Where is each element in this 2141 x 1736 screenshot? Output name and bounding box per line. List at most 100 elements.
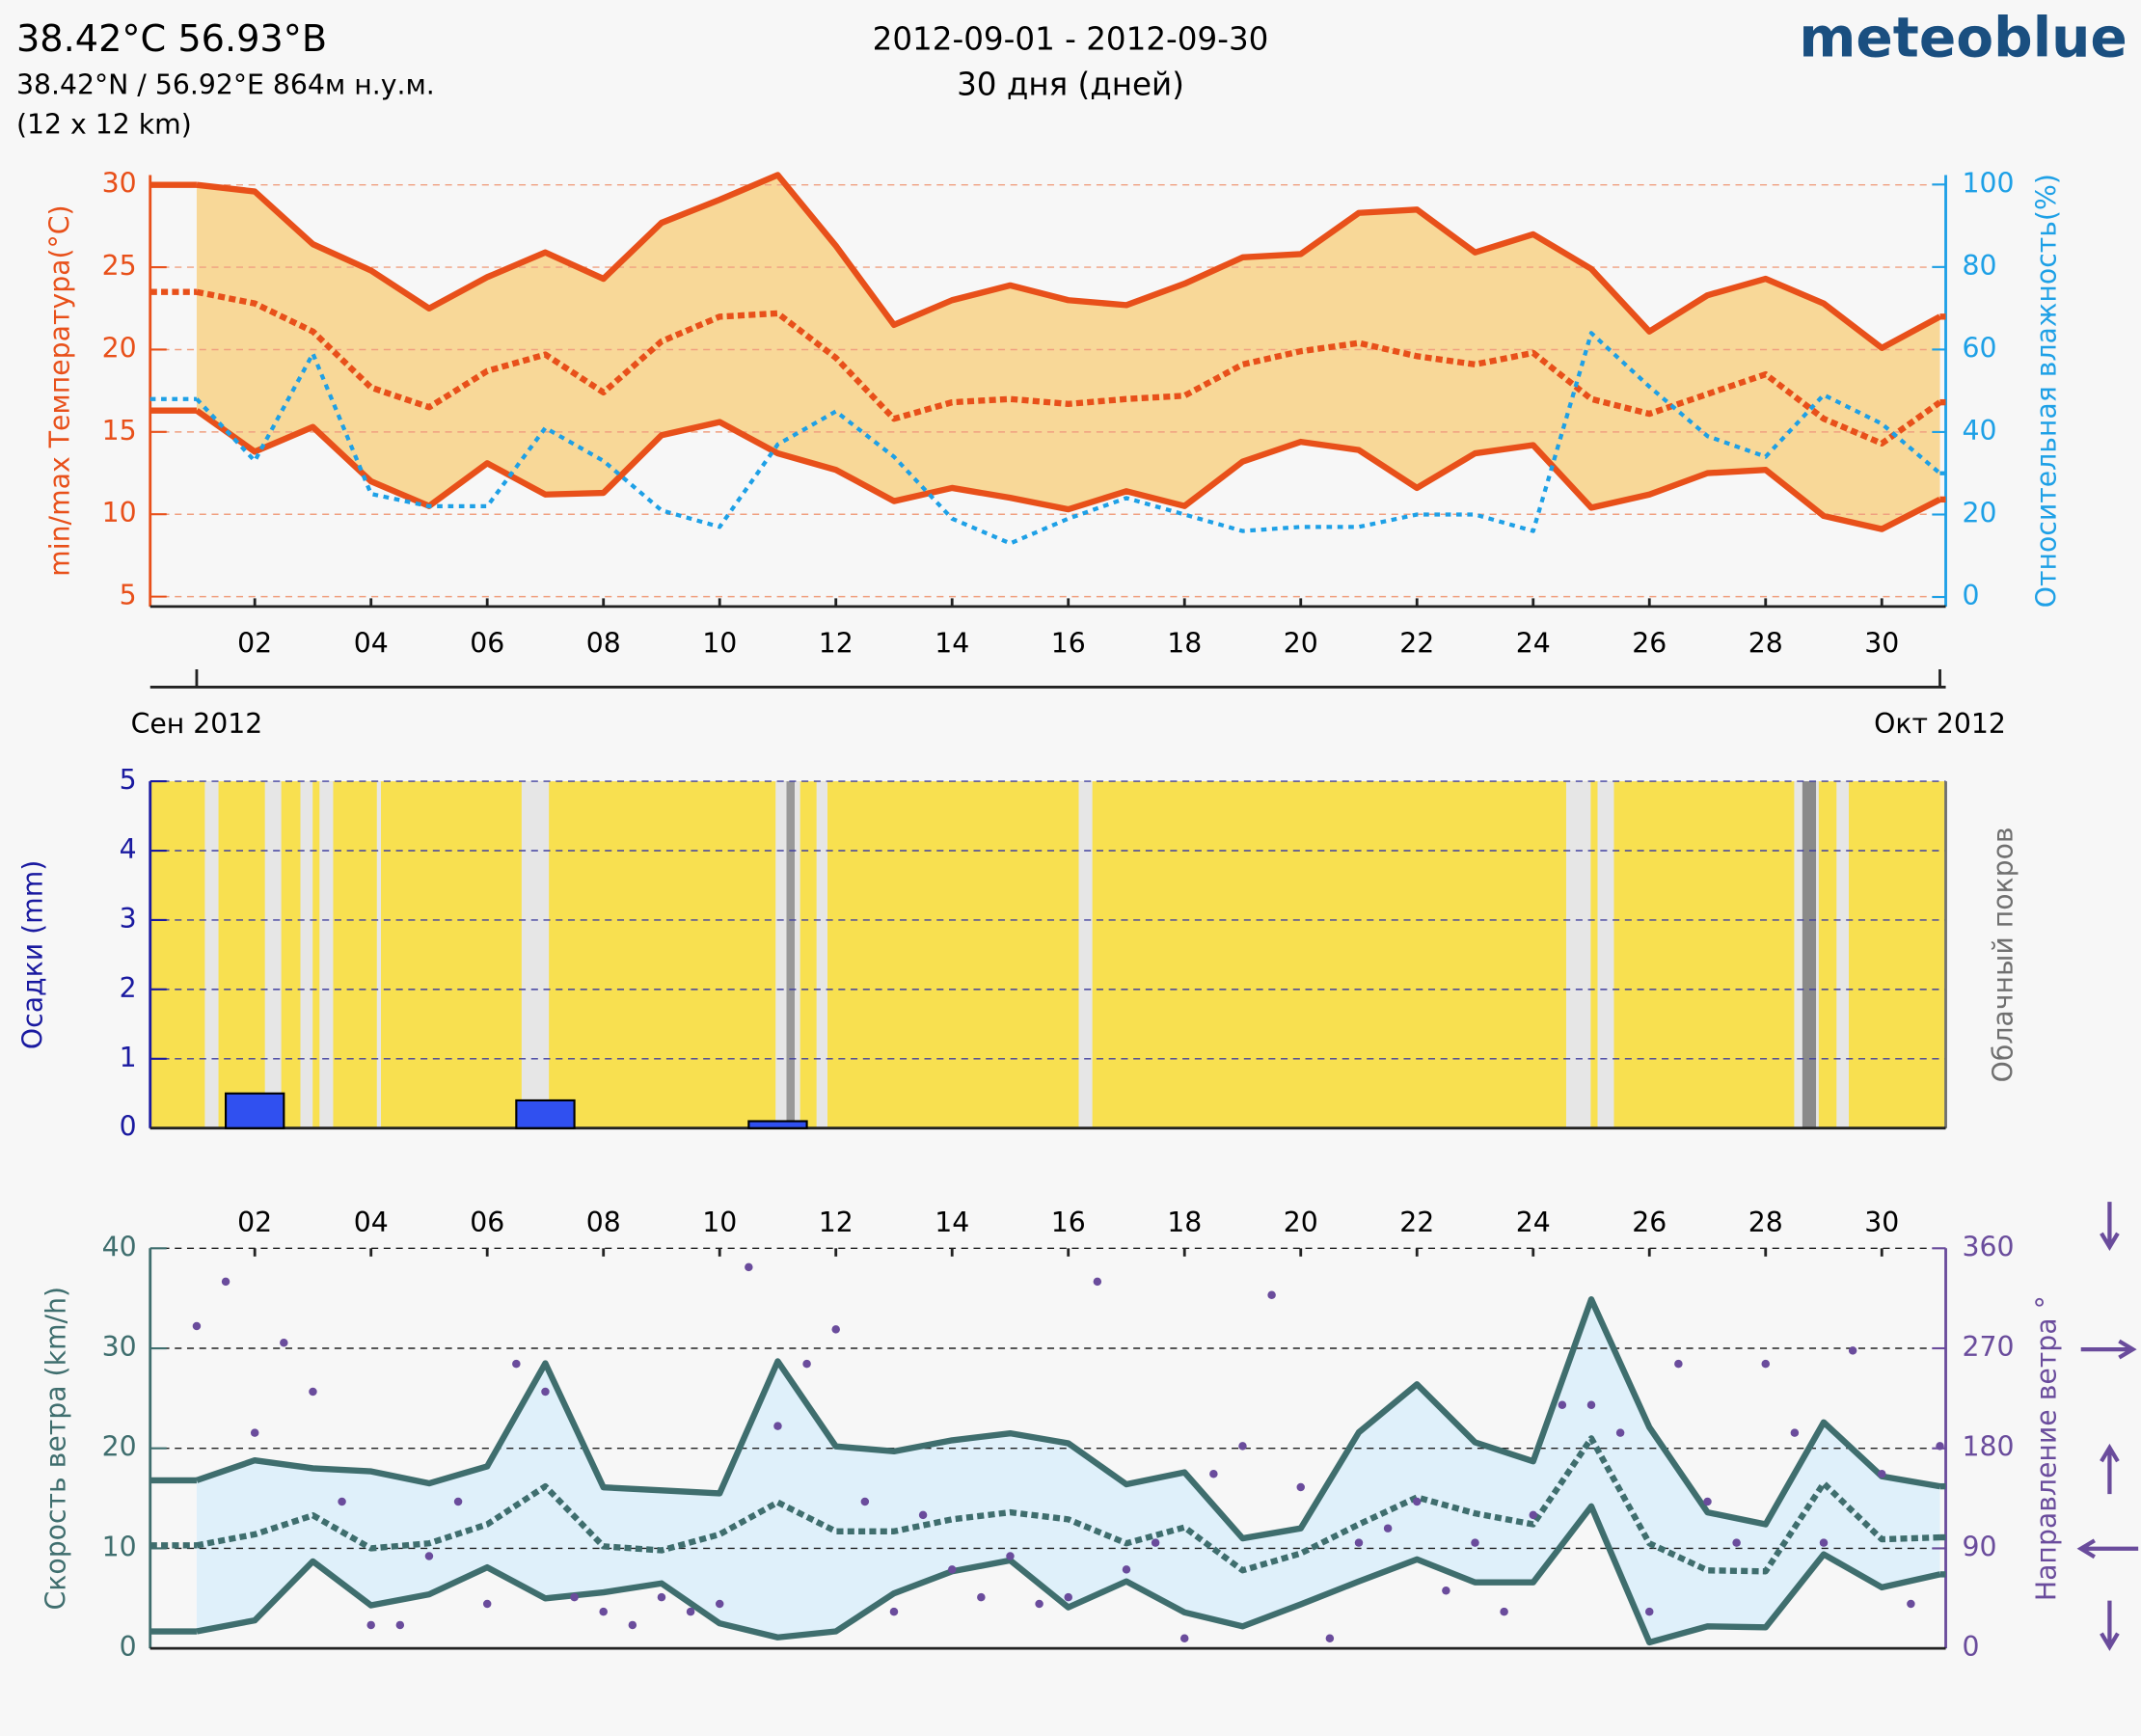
cloud-stripe xyxy=(300,781,313,1128)
direction-dot xyxy=(1006,1552,1015,1560)
direction-dot xyxy=(1936,1442,1944,1451)
cloud-stripe xyxy=(1802,781,1817,1128)
direction-dot xyxy=(802,1359,811,1369)
brand: meteoblue xyxy=(1799,6,2127,69)
cloud-stripe xyxy=(204,781,219,1128)
y-tick-label: 3 xyxy=(120,903,137,935)
arrow xyxy=(2076,1538,2139,1560)
plot-background xyxy=(149,781,1946,1128)
direction-dot xyxy=(1703,1497,1712,1506)
direction-dot xyxy=(280,1339,288,1347)
y-tick-label: 5 xyxy=(120,764,137,796)
series-line xyxy=(195,331,1941,546)
bar xyxy=(225,1092,285,1129)
direction-dot xyxy=(1151,1538,1160,1547)
y2-tick-label: 80 xyxy=(1963,250,1997,282)
direction-dot xyxy=(657,1592,666,1602)
bar xyxy=(747,1120,808,1129)
direction-dot xyxy=(1209,1469,1218,1478)
direction-dot xyxy=(221,1277,230,1287)
cloud-stripe xyxy=(786,781,796,1128)
cloud-stripe xyxy=(1836,781,1850,1128)
x-tick-label: 04 xyxy=(354,1207,389,1238)
y2-tick-label: 0 xyxy=(1963,1631,1980,1663)
cloud-stripe xyxy=(1565,781,1591,1128)
series-line xyxy=(196,1503,1941,1646)
y2-axis-label: Направление ветра ° xyxy=(2031,1295,2063,1601)
arrow xyxy=(2100,1202,2120,1252)
x-tick-label: 26 xyxy=(1632,628,1667,660)
direction-dot xyxy=(1878,1469,1886,1478)
direction-dot xyxy=(250,1428,259,1437)
wind-direction-arrows xyxy=(2076,1202,2139,1651)
arrow xyxy=(2100,1600,2120,1651)
y-tick-label: 30 xyxy=(102,168,137,200)
y-tick-label: 5 xyxy=(120,580,137,611)
cloud-stripe xyxy=(1078,781,1093,1128)
y2-tick-label: 40 xyxy=(1963,415,1997,447)
direction-dot xyxy=(570,1592,579,1602)
y2-tick-label: 270 xyxy=(1963,1331,2015,1363)
x-tick-label: 04 xyxy=(354,628,389,660)
direction-dot xyxy=(1471,1538,1479,1547)
cloud-stripes xyxy=(204,781,1850,1128)
y-axis-label: min/max Температура(°C) xyxy=(44,205,76,577)
y-tick-label: 25 xyxy=(102,250,137,282)
y-tick-label: 20 xyxy=(102,332,137,364)
y-tick-label: 2 xyxy=(120,972,137,1004)
direction-dot xyxy=(395,1620,405,1630)
x-tick-label: 10 xyxy=(702,628,737,660)
direction-dot xyxy=(1179,1634,1189,1643)
direction-dot xyxy=(1761,1359,1771,1369)
x-tick-label: 06 xyxy=(470,628,504,660)
direction-dot xyxy=(1093,1277,1102,1287)
cloud-stripe xyxy=(1597,781,1614,1128)
series-line xyxy=(196,172,1942,351)
y-tick-label: 40 xyxy=(102,1231,137,1262)
arrow xyxy=(2100,1443,2120,1495)
series-line xyxy=(196,1435,1940,1575)
direction-dot xyxy=(1500,1607,1508,1616)
direction-dot xyxy=(686,1607,695,1616)
cloud-stripe xyxy=(264,781,282,1128)
y-axis-label: Осадки (mm) xyxy=(16,860,48,1049)
x-tick-label: 30 xyxy=(1864,628,1899,660)
y2-tick-label: 100 xyxy=(1963,167,2015,199)
x-tick-label: 28 xyxy=(1748,628,1783,660)
direction-dot xyxy=(1790,1428,1800,1437)
series-line xyxy=(195,1296,1941,1542)
direction-dot xyxy=(860,1497,870,1506)
location-title: 38.42°С 56.93°В xyxy=(16,18,327,61)
direction-dot xyxy=(918,1510,928,1520)
direction-dot xyxy=(512,1359,521,1369)
y2-axis-label: Относительная влажность(%) xyxy=(2031,174,2063,608)
x-tick-label: 26 xyxy=(1632,1207,1667,1238)
direction-dot xyxy=(482,1599,492,1609)
x-tick-label: 14 xyxy=(935,628,969,660)
y-tick-label: 0 xyxy=(120,1111,137,1143)
direction-dot xyxy=(628,1620,637,1630)
direction-dot xyxy=(947,1565,957,1574)
coordinates: 38.42°N / 56.92°E 864м н.у.м. xyxy=(16,68,435,100)
direction-dot xyxy=(192,1321,202,1331)
x-tick-label: 12 xyxy=(819,628,854,660)
direction-dot xyxy=(745,1262,753,1272)
series-line xyxy=(196,288,1942,448)
range-fill xyxy=(196,1299,1940,1642)
direction-dot xyxy=(831,1325,840,1334)
direction-dot xyxy=(1122,1565,1131,1574)
direction-dot xyxy=(1064,1592,1072,1602)
direction-dot xyxy=(1529,1510,1537,1520)
y-tick-label: 30 xyxy=(102,1331,137,1363)
direction-dot xyxy=(366,1620,375,1630)
y-axis-label: Скорость ветра (km/h) xyxy=(40,1287,71,1611)
direction-dot xyxy=(889,1607,899,1616)
direction-dot xyxy=(1645,1607,1654,1616)
direction-dot xyxy=(773,1422,782,1430)
direction-dot xyxy=(1558,1400,1567,1410)
y-tick-label: 0 xyxy=(120,1631,137,1663)
direction-dot xyxy=(1238,1442,1247,1451)
direction-dot xyxy=(1586,1400,1596,1410)
direction-dot xyxy=(715,1599,724,1609)
x-tick-label: 18 xyxy=(1167,1207,1202,1238)
